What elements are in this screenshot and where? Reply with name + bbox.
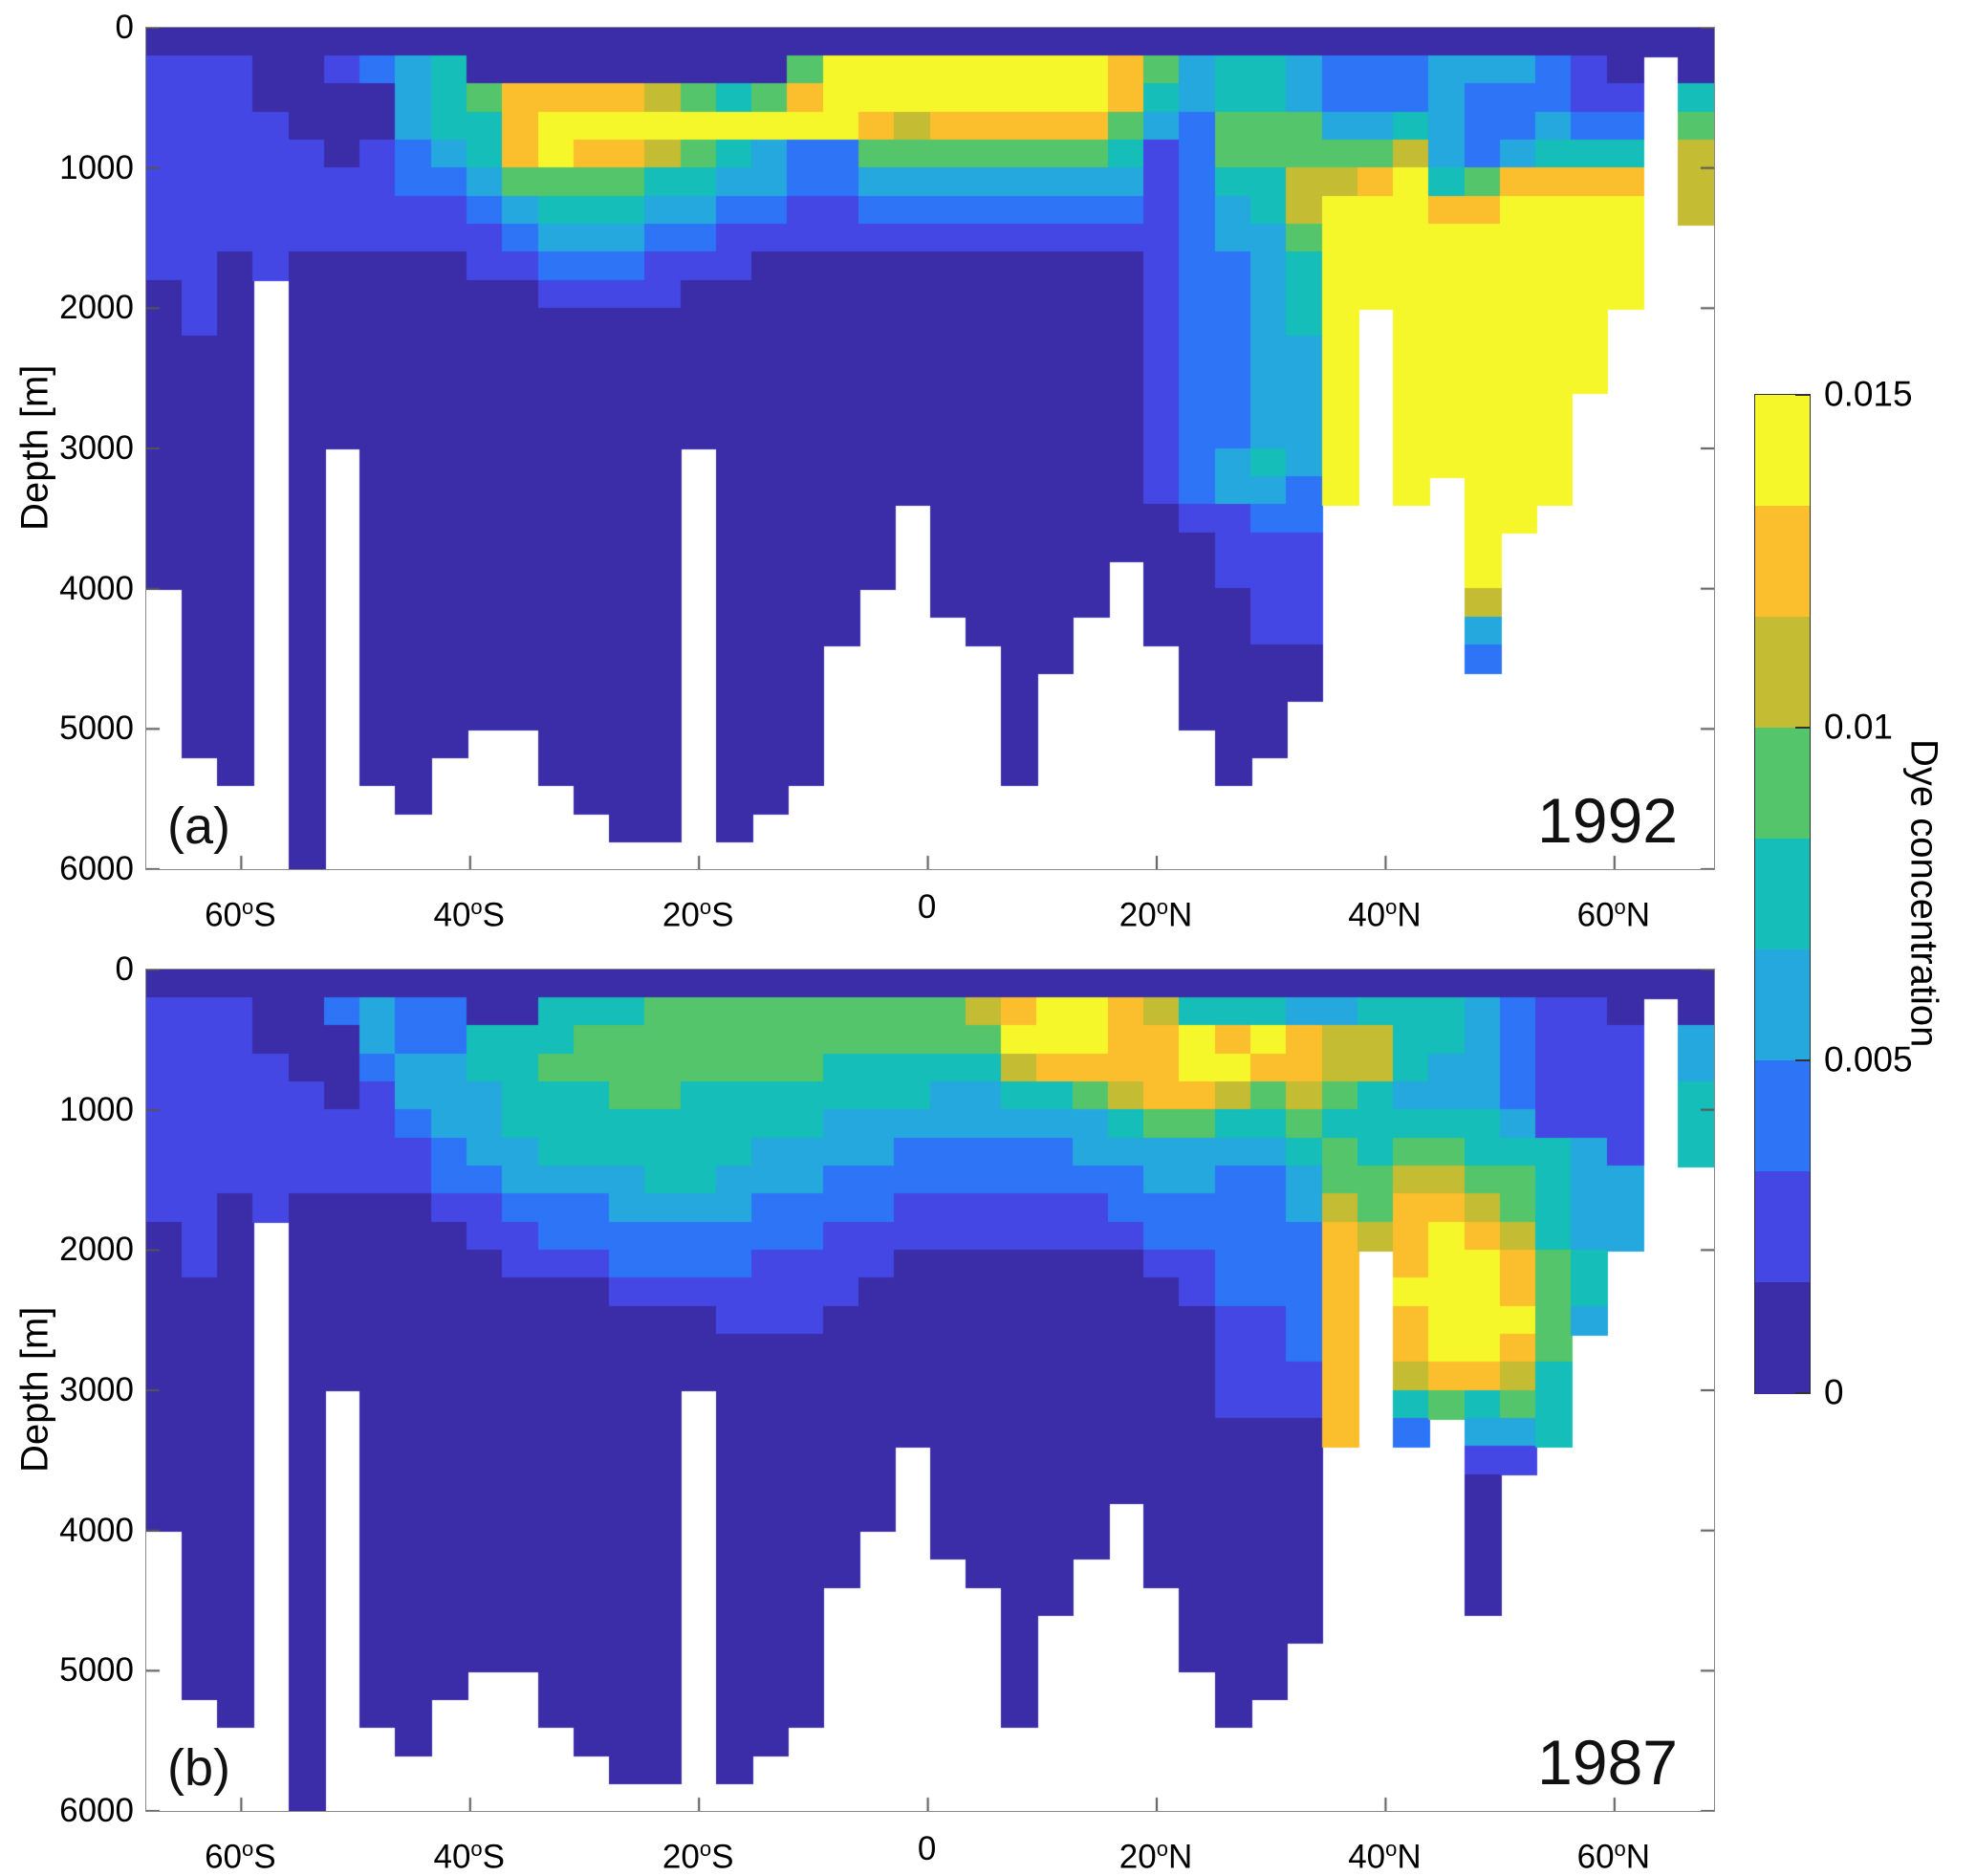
panel-a-label: (a) (167, 797, 230, 855)
y-tick-label-4000: 4000 (59, 1511, 134, 1549)
x-tick-label-20N: 20oN (1118, 1837, 1193, 1876)
y-tick-label-5000: 5000 (59, 709, 134, 748)
y-tick-label-4000: 4000 (59, 569, 134, 607)
x-tick-label-40N: 40oN (1348, 1837, 1422, 1876)
x-tick-label-0: 0 (917, 888, 937, 926)
colorbar-tickmark-1 (1795, 726, 1811, 729)
heatmap-canvas-1992 (146, 28, 1714, 869)
x-tick-label-60S: 60oS (205, 1837, 276, 1876)
y-tick-label-0: 0 (115, 9, 134, 46)
colorbar-tick-0.005: 0.005 (1824, 1039, 1913, 1080)
y-tick-label-1000: 1000 (59, 1090, 134, 1128)
colorbar-tick-0.015: 0.015 (1824, 374, 1913, 414)
panel-b-label: (b) (167, 1739, 230, 1797)
colorbar-segment-level-8 (1755, 395, 1810, 507)
colorbar-tick-0.01: 0.01 (1824, 707, 1894, 747)
x-tick-label-20N: 20oN (1118, 895, 1193, 934)
x-tick-label-40N: 40oN (1348, 895, 1422, 934)
x-tick-label-20S: 20oS (662, 1837, 734, 1876)
colorbar (1754, 394, 1811, 1394)
colorbar-tickmark-0 (1795, 394, 1811, 396)
colorbar-segment-level-5 (1755, 728, 1810, 840)
colorbar-tickmark-2 (1795, 1059, 1811, 1062)
panel-b-plot-area: (b) 1987 (145, 969, 1715, 1812)
x-tick-label-40S: 40oS (433, 1837, 506, 1876)
y-tick-label-1000: 1000 (59, 148, 134, 186)
colorbar-tickmark-3 (1795, 1392, 1811, 1394)
y-tick-label-3000: 3000 (59, 1371, 134, 1408)
colorbar-title: Dye concentration (1902, 738, 1945, 1048)
colorbar-segment-level-4 (1755, 839, 1810, 950)
x-tick-label-60S: 60oS (205, 895, 276, 934)
y-tick-label-5000: 5000 (59, 1651, 134, 1690)
colorbar-segment-level-0 (1755, 1282, 1810, 1394)
x-tick-label-0: 0 (917, 1830, 937, 1867)
colorbar-segment-level-1 (1755, 1171, 1810, 1283)
y-tick-label-6000: 6000 (59, 850, 134, 887)
x-tick-label-20S: 20oS (662, 895, 734, 934)
y-tick-label-6000: 6000 (59, 1792, 134, 1829)
y-tick-label-0: 0 (115, 950, 134, 988)
panel-a-plot-area: (a) 1992 (145, 27, 1715, 870)
y-tick-label-2000: 2000 (59, 289, 134, 327)
x-tick-label-60N: 60oN (1576, 895, 1651, 934)
heatmap-canvas-1987 (146, 970, 1714, 1811)
panel-a-year-label: 1992 (1537, 785, 1678, 856)
colorbar-tick-0: 0 (1824, 1372, 1844, 1412)
y-tick-label-3000: 3000 (59, 429, 134, 467)
colorbar-segment-level-3 (1755, 949, 1810, 1061)
x-tick-label-40S: 40oS (433, 895, 506, 934)
colorbar-segment-level-6 (1755, 617, 1810, 729)
x-tick-label-60N: 60oN (1576, 1837, 1651, 1876)
colorbar-segment-level-2 (1755, 1060, 1810, 1172)
y-tick-label-2000: 2000 (59, 1231, 134, 1269)
colorbar-segment-level-7 (1755, 506, 1810, 618)
panel-b-year-label: 1987 (1537, 1727, 1678, 1798)
